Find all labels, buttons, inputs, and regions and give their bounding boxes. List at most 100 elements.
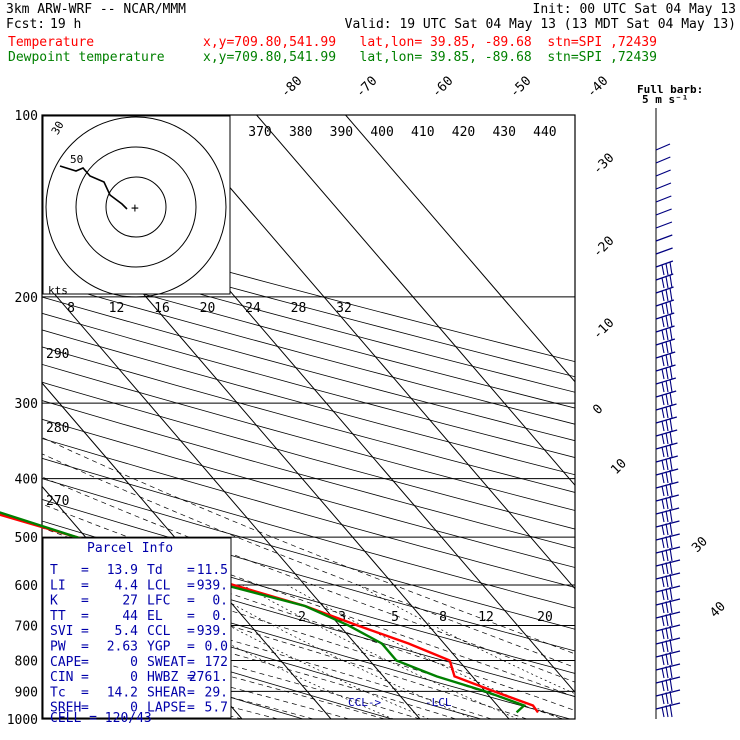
hodo-scale-label: 24: [245, 301, 261, 316]
barb-flag: [661, 537, 665, 549]
wind-barb: [655, 195, 672, 203]
barb-flag: [669, 482, 673, 497]
hodograph-label-30: 30: [49, 119, 67, 137]
parcel-key: SHEAR: [147, 685, 186, 700]
barb-flag: [669, 378, 673, 393]
parcel-eq: =: [187, 670, 195, 685]
parcel-key: SREH: [50, 701, 81, 716]
wind-barb: [655, 546, 681, 554]
barb-flag: [661, 550, 665, 562]
barb-flag: [661, 576, 665, 588]
wind-barb: [655, 507, 680, 515]
parcel-eq: =: [81, 563, 89, 578]
barb-flag: [665, 263, 669, 276]
dry-adiabat-line: [42, 346, 575, 493]
parcel-eq: =: [187, 685, 195, 700]
barb-flag: [669, 339, 673, 354]
dry-adiabat-line: [42, 499, 575, 652]
barb-flag: [665, 432, 669, 445]
barb-flag: [661, 472, 665, 484]
wind-barb: [655, 312, 675, 320]
isotherm-label: -30: [590, 151, 617, 178]
barb-flag: [661, 459, 665, 471]
parcel-value: 5.7: [205, 701, 228, 716]
isotherm-label: -10: [590, 316, 617, 343]
forecast-hour: 19 h: [50, 17, 82, 32]
barb-flag: [665, 614, 669, 627]
hodograph-kts-label: kts: [48, 284, 68, 297]
barb-flag: [665, 640, 669, 653]
barb-flag: [665, 354, 669, 367]
barb-flag: [669, 443, 673, 458]
wind-barb: [655, 247, 673, 255]
plot-frame: [41, 114, 576, 720]
isotherm-line: [42, 382, 332, 719]
parcel-value: 44: [122, 609, 138, 624]
barb-flag: [669, 703, 673, 718]
barb-flag: [665, 549, 669, 562]
barb-flag: [665, 705, 669, 718]
isotherm-label: 30: [689, 534, 711, 556]
hodograph-trace: [59, 165, 128, 210]
wind-barb: [655, 533, 680, 541]
barb-flag: [669, 586, 673, 601]
barb-flag: [665, 484, 669, 497]
barb-flag: [661, 394, 665, 406]
dry-adiabat-line: [42, 329, 575, 476]
parcel-eq: =: [187, 609, 195, 624]
dry-adiabat-line: [42, 220, 575, 363]
wind-barb: [655, 689, 681, 697]
hodo-scale-label: 16: [154, 301, 170, 316]
theta-e-label: 430: [492, 125, 515, 140]
valid-time: Valid: 19 UTC Sat 04 May 13 (13 MDT Sat …: [344, 17, 736, 32]
wind-barb: [655, 338, 676, 346]
wind-barb: [655, 494, 679, 502]
parcel-eq: =: [187, 640, 195, 655]
hodo-scale-label: 20: [200, 301, 216, 316]
pressure-label: 1000: [7, 713, 38, 728]
dry-adiabat-line: [42, 312, 575, 458]
pressure-label: 700: [15, 619, 38, 634]
isotherm-label: -80: [278, 74, 305, 101]
barb-flag: [669, 404, 673, 419]
dry-adiabat-line: [42, 265, 575, 409]
parcel-value: 939.: [197, 578, 228, 593]
barb-flag: [661, 381, 665, 393]
barb-flag: [665, 458, 669, 471]
wind-barb: [655, 325, 675, 333]
mixing-ratio-line: [117, 584, 394, 719]
isotherm-label: -70: [353, 74, 380, 101]
barb-flag: [661, 602, 665, 614]
parcel-eq: =: [187, 701, 195, 716]
mixing-ratio-label: 2: [298, 610, 306, 625]
barb-unit-label: 5 m s⁻¹: [642, 93, 688, 106]
dry-adiabat-line: [42, 565, 571, 719]
parcel-key: CAPE: [50, 655, 81, 670]
dry-adiabat-line: [42, 613, 393, 719]
mixing-ratio-line: [242, 584, 519, 719]
wind-barb: [655, 286, 674, 294]
barb-flag: [665, 562, 669, 575]
hodograph-center: +: [131, 201, 139, 216]
barb-flag: [661, 524, 665, 536]
barb-flag: [661, 316, 665, 328]
barb-flag: [661, 342, 665, 354]
barb-flag: [665, 419, 669, 432]
wind-barb: [655, 559, 681, 567]
parcel-value: 0: [130, 701, 138, 716]
barb-flag: [661, 563, 665, 575]
wind-barb: [655, 702, 681, 710]
barb-flag: [665, 666, 669, 679]
barb-flag: [661, 589, 665, 601]
parcel-value: 0.: [212, 609, 228, 624]
isotherm-label: 0: [590, 402, 606, 418]
pressure-label: 500: [15, 531, 38, 546]
barb-flag: [669, 495, 673, 510]
barb-flag: [661, 498, 665, 510]
barb-flag: [665, 692, 669, 705]
wind-barb: [655, 455, 678, 463]
parcel-value: 14.2: [107, 685, 138, 700]
dewpoint-trace: [0, 511, 527, 714]
barb-flag: [661, 303, 665, 315]
parcel-key: LCL: [147, 578, 171, 593]
